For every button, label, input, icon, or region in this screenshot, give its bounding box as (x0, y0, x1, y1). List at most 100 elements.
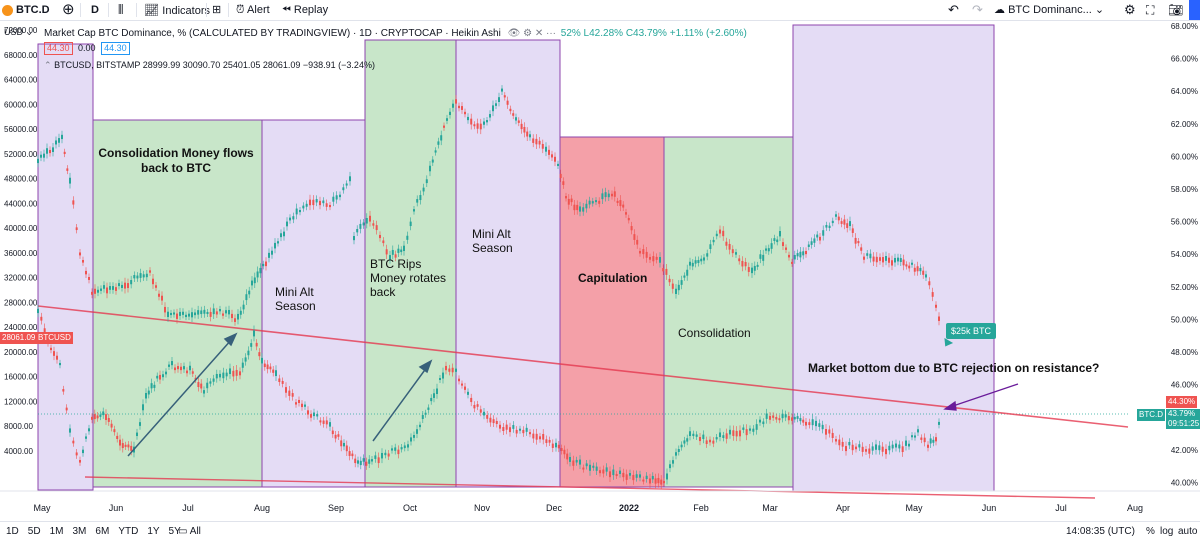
x-axis-tick: Oct (403, 503, 418, 513)
bottom-toolbar: 1D 5D 1M 3M 6M YTD 1Y 5Y All ▭ 14:08:35 (UTC) % … (0, 521, 1200, 542)
x-axis-tick: Dec (546, 503, 563, 513)
range-all-button[interactable]: All (189, 526, 201, 537)
callout-25k-btc[interactable]: $25k BTC (946, 323, 997, 339)
more-icon[interactable]: ··· (545, 28, 556, 39)
alert-button[interactable]: ⏰︎ Alert (236, 4, 270, 16)
publish-button[interactable] (1189, 0, 1200, 20)
snapshot-button[interactable]: 📷︎ (1168, 0, 1183, 20)
right-axis-tick: 50.00% (1171, 315, 1198, 324)
calendar-icon: ▭ (178, 526, 188, 537)
annotation-mini-alt-2[interactable]: Mini Alt Season (472, 227, 513, 255)
right-axis-tick: 56.00% (1171, 218, 1198, 227)
right-axis-tick: 64.00% (1171, 87, 1198, 96)
dom-high-tag: 44.30% (1166, 396, 1198, 408)
x-axis-tick: May (905, 503, 923, 513)
x-axis-tick: Aug (254, 503, 270, 513)
arrow-market-bottom (949, 383, 1019, 408)
legend-btcusd[interactable]: ⌃ BTCUSD, BITSTAMP 28999.99 30090.70 254… (44, 60, 375, 70)
annotation-btc-rips[interactable]: BTC Rips Money rotates back (370, 257, 447, 299)
eye-icon[interactable]: 👁︎ (507, 28, 521, 39)
compare-symbol-button[interactable]: ⊕ (62, 0, 75, 20)
axis-unit[interactable]: USD ⌄ (4, 27, 34, 37)
templates-button[interactable]: ⊞ (212, 0, 221, 20)
left-axis-tick: 72000.00 (4, 26, 38, 35)
left-axis-tick: 20000.00 (4, 348, 38, 357)
right-axis-tick: 62.00% (1171, 120, 1198, 129)
fullscreen-button[interactable]: ⛶ (1146, 0, 1154, 20)
annotation-capitulation[interactable]: Capitulation (578, 271, 648, 285)
annotation-consolidation-1[interactable]: Consolidation Money flows back to BTC (98, 146, 254, 175)
right-axis-tick: 54.00% (1171, 250, 1198, 259)
gear-icon: ⚙︎ (1124, 2, 1136, 17)
log-scale-toggle[interactable]: log (1160, 526, 1174, 537)
zone-mini-alt-1 (261, 119, 366, 488)
resistance-trendline[interactable] (37, 305, 1129, 428)
range-5y-button[interactable]: 5Y (168, 526, 181, 537)
range-1d-button[interactable]: 1D (6, 526, 19, 537)
left-axis-tick: 36000.00 (4, 249, 38, 258)
chart-canvas[interactable]: 72000.00 68000.00 64000.00 60000.00 56000.00… (0, 21, 1200, 521)
time-axis[interactable]: May Jun Jul Aug Sep Oct Nov Dec 2022 Feb Mar Apr May… (33, 503, 1143, 513)
range-ytd-button[interactable]: YTD (118, 526, 139, 537)
left-axis-tick: 32000.00 (4, 274, 38, 283)
right-axis-tick: 40.00% (1171, 478, 1198, 487)
percent-scale-toggle[interactable]: % (1146, 526, 1155, 537)
x-axis-tick: Jun (109, 503, 124, 513)
right-axis-tick: 42.00% (1171, 446, 1198, 455)
annotation-market-bottom[interactable]: Market bottom due to BTC rejection on re… (808, 361, 1100, 375)
range-1y-button[interactable]: 1Y (147, 526, 160, 537)
fullscreen-icon: ⛶ (1146, 3, 1155, 17)
candles-icon: ⫴ (118, 2, 124, 17)
settings-gear-icon[interactable]: ⚙︎ (523, 28, 533, 39)
chart-line-icon: 📈︎ (144, 3, 160, 17)
rewind-icon: ⏪︎ (282, 4, 291, 16)
range-3m-button[interactable]: 3M (72, 526, 87, 537)
zone-consolidation-1 (92, 119, 263, 488)
left-axis-tick: 40000.00 (4, 224, 38, 233)
support-trendline[interactable] (84, 476, 1096, 499)
x-axis-tick: 2022 (619, 503, 639, 513)
top-toolbar: BTC.D ⊕ D ⫴ 📈︎ Indicators ⊞ ⏰︎ Alert ⏪︎ … (0, 0, 1200, 21)
undo-button[interactable]: ↶ (948, 0, 959, 20)
left-price-axis[interactable]: 72000.00 68000.00 64000.00 60000.00 56000.00… (4, 26, 38, 456)
x-axis-tick: Jul (182, 503, 194, 513)
zone-capitulation (559, 136, 665, 488)
range-5d-button[interactable]: 5D (27, 526, 41, 537)
legend-main[interactable]: Market Cap BTC Dominance, % (CALCULATED … (44, 28, 747, 39)
x-axis-tick: Jul (1055, 503, 1067, 513)
alarm-clock-icon: ⏰︎ (236, 4, 245, 16)
layout-selector[interactable]: ☁︎ BTC Dominanc... ⌄ (994, 4, 1105, 16)
annotation-mini-alt-1[interactable]: Mini Alt Season (275, 285, 316, 313)
calendar-range-button[interactable]: ▭ (178, 522, 187, 542)
chevron-down-icon: ⌄ (1094, 4, 1105, 16)
close-icon[interactable]: ✕ (534, 28, 544, 39)
toolbar-separator (206, 3, 207, 17)
interval-button[interactable]: D (91, 4, 99, 16)
x-axis-tick: Jun (982, 503, 997, 513)
x-axis-tick: May (33, 503, 51, 513)
symbol-search[interactable]: BTC.D (2, 0, 50, 20)
settings-button[interactable]: ⚙︎ (1124, 0, 1136, 20)
plus-circle-icon: ⊕ (62, 1, 75, 18)
right-axis-tick: 46.00% (1171, 381, 1198, 390)
toolbar-separator (136, 3, 137, 17)
chevron-up-icon: ⌃ (44, 60, 52, 70)
annotation-consolidation-2[interactable]: Consolidation (678, 326, 751, 340)
range-6m-button[interactable]: 6M (95, 526, 110, 537)
range-1m-button[interactable]: 1M (49, 526, 64, 537)
left-axis-tick: 28000.00 (4, 298, 38, 307)
btcusd-series (37, 85, 940, 326)
right-axis-tick: 66.00% (1171, 55, 1198, 64)
grid-icon: ⊞ (212, 4, 222, 16)
arrow-head (943, 400, 957, 411)
auto-scale-toggle[interactable]: auto (1178, 526, 1198, 537)
left-axis-tick: 16000.00 (4, 373, 38, 382)
cloud-icon: ☁︎ (994, 4, 1005, 16)
replay-button[interactable]: ⏪︎ Replay (282, 4, 329, 16)
indicators-button[interactable]: 📈︎ Indicators (144, 3, 210, 17)
zone-consolidation-2 (663, 136, 794, 488)
chart-type-button[interactable]: ⫴ (118, 0, 123, 20)
clock-time[interactable]: 14:08:35 (UTC) (1066, 526, 1135, 537)
left-axis-tick: 4000.00 (4, 447, 33, 456)
redo-button[interactable]: ↷ (972, 0, 983, 20)
